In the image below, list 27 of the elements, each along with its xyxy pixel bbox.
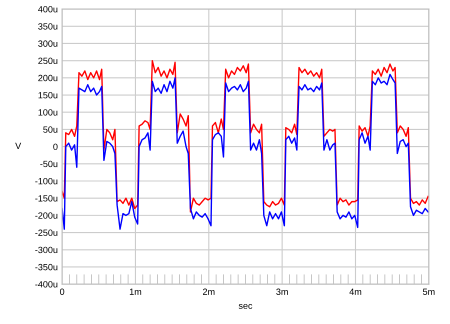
line-series [62, 74, 429, 230]
y-tick-label: 350u [38, 23, 58, 30]
y-tick-label: -50u [40, 160, 58, 168]
y-axis-title: V [15, 142, 22, 149]
x-axis-title: sec [238, 304, 252, 309]
y-tick-label: 150u [38, 92, 58, 98]
y-tick-label: -100u [35, 178, 58, 184]
y-tick-label: 400u [38, 6, 58, 12]
x-tick-label: 1m [130, 288, 142, 295]
x-tick-label: 5m [422, 288, 435, 295]
y-tick-label: 100u [38, 109, 58, 116]
y-tick-label: -350u [35, 264, 58, 270]
y-tick-label: 200u [38, 74, 58, 82]
y-tick-label: -300u [35, 246, 58, 254]
y-tick-label: 300u [38, 40, 58, 47]
y-tick-label: -250u [35, 230, 58, 236]
y-tick-label: 0 [53, 144, 58, 150]
x-tick-label: 0 [60, 288, 64, 295]
x-tick-label: 2m [202, 288, 214, 295]
line-series [62, 60, 429, 213]
y-tick-label: -200u [35, 212, 58, 219]
x-tick-label: 3m [276, 288, 288, 295]
y-tick-label: -400u [35, 281, 58, 288]
y-tick-label: -150u [35, 195, 58, 202]
y-tick-label: 250u [38, 58, 58, 64]
x-tick-label: 4m [349, 288, 362, 295]
y-tick-label: 50u [43, 126, 58, 133]
